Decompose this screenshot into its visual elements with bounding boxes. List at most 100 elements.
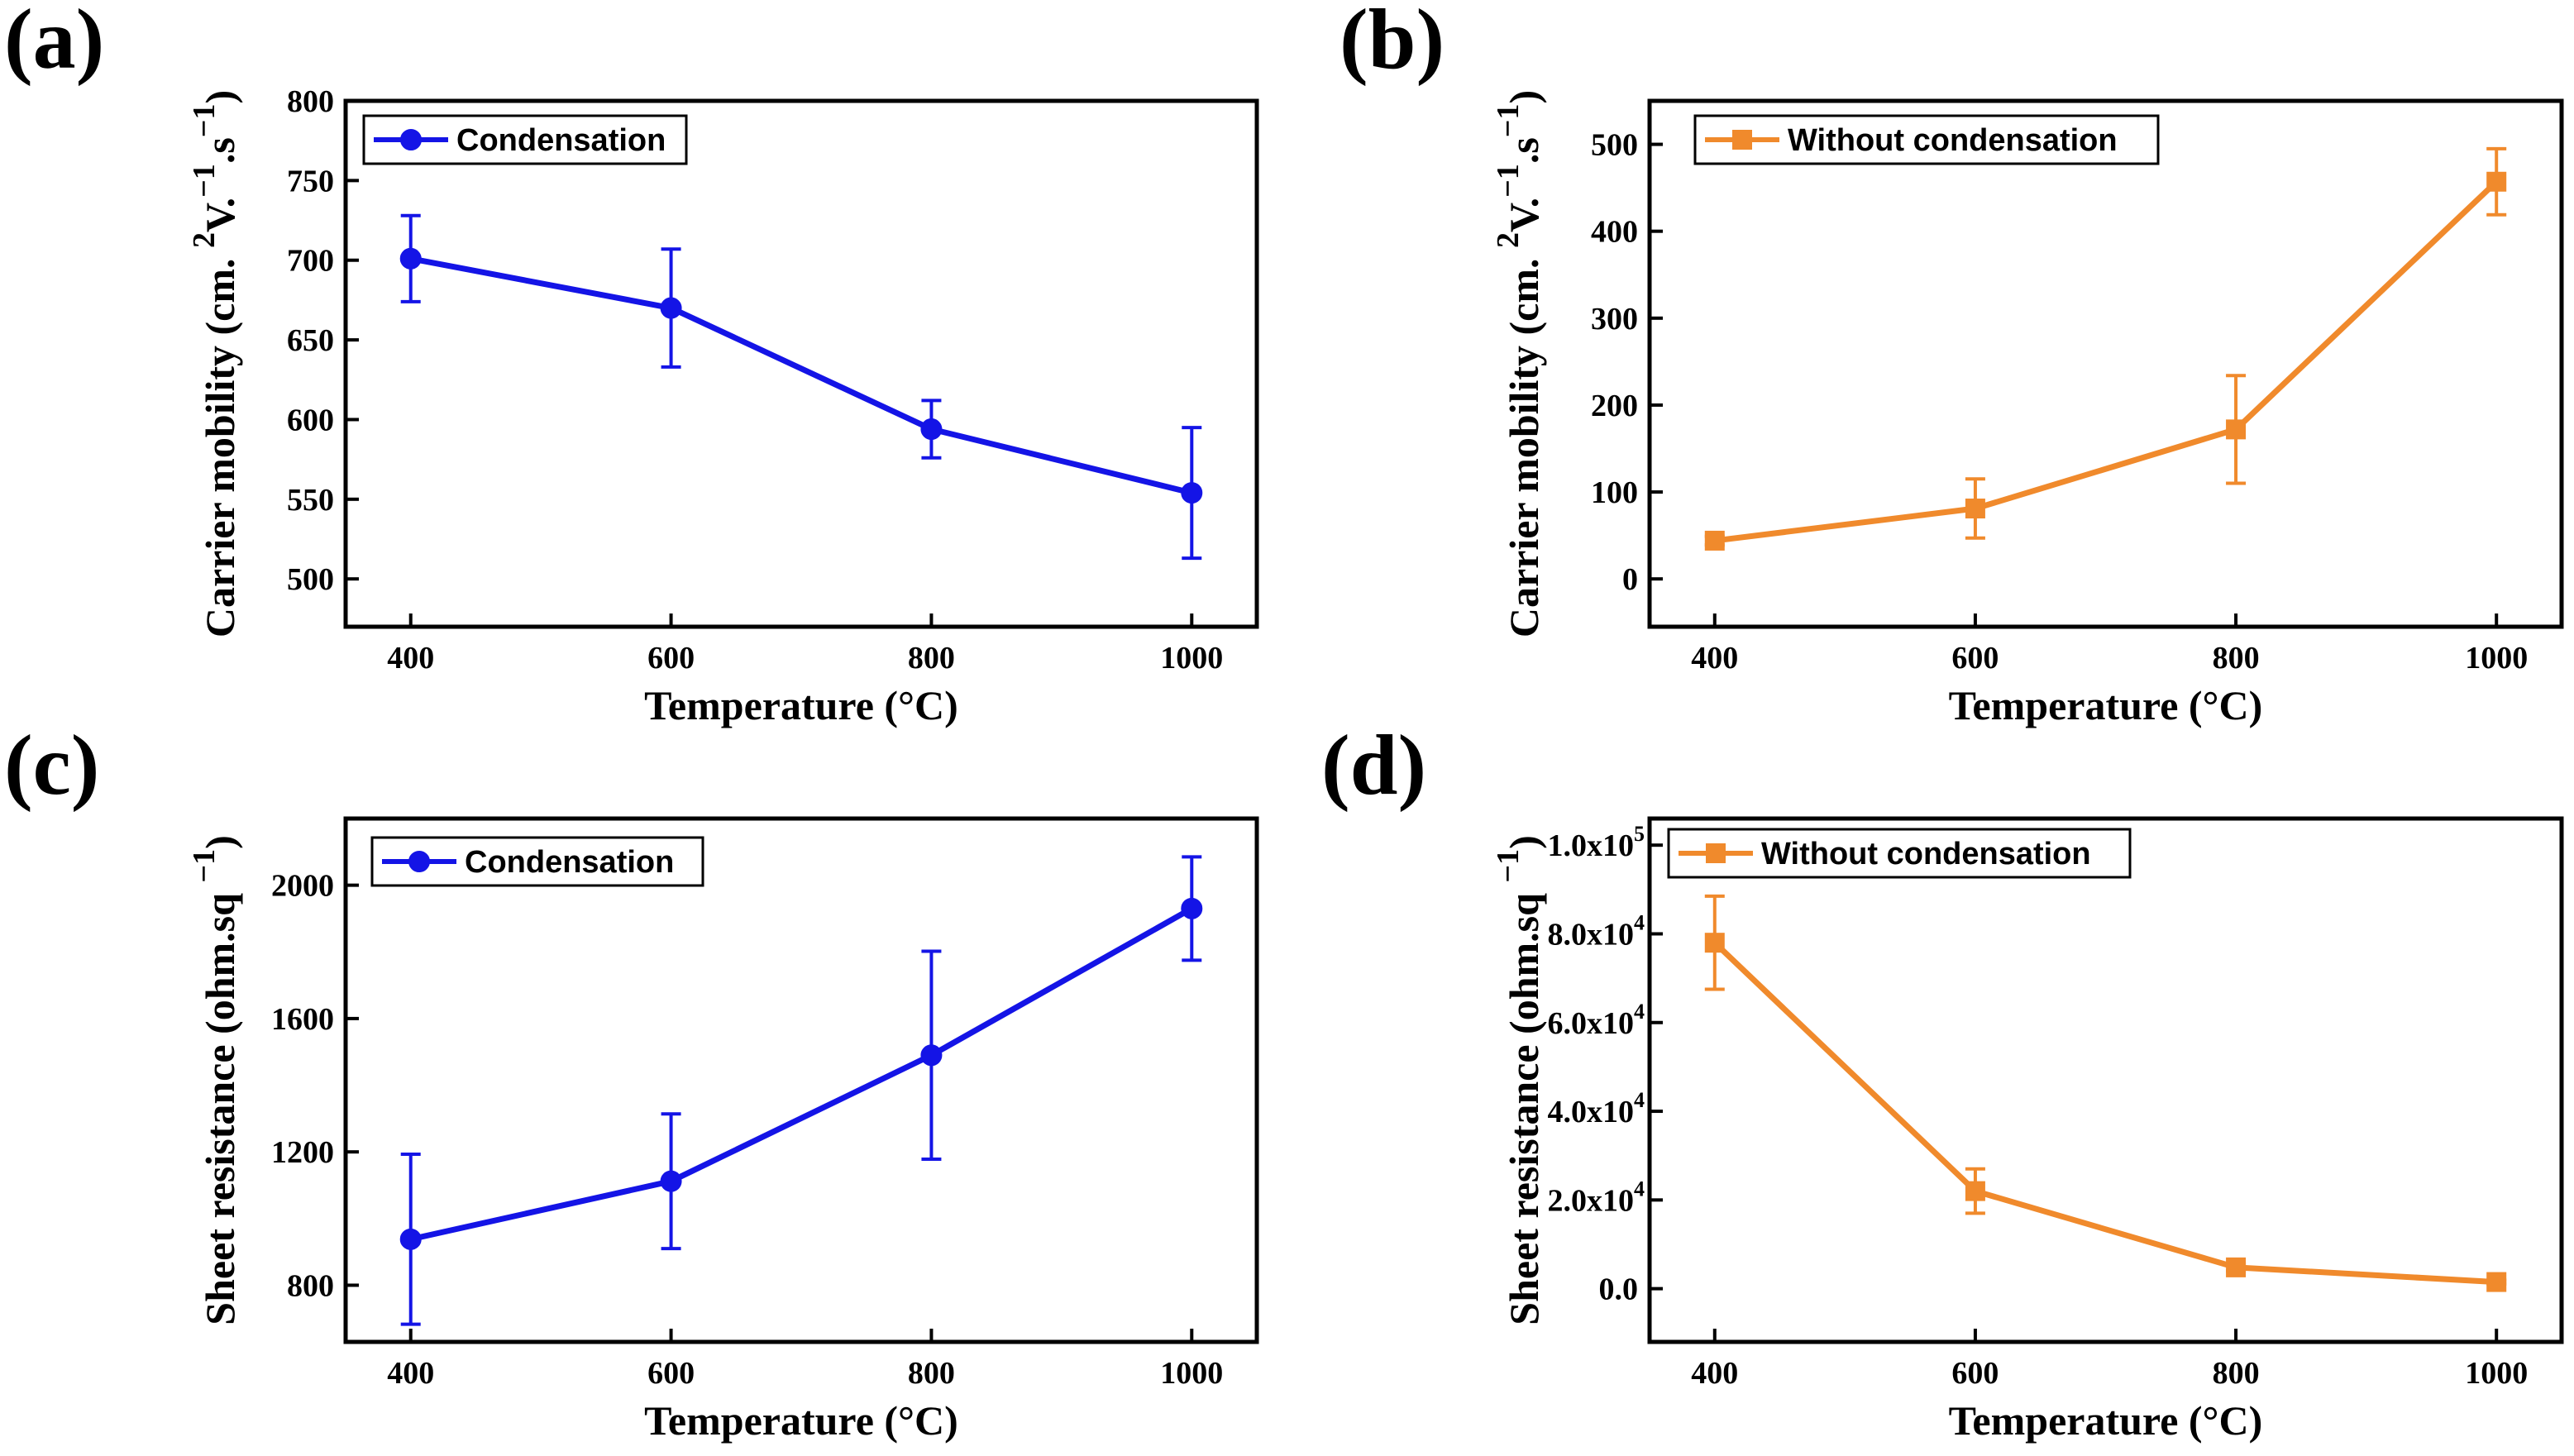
y-tick-label-base: 800 — [287, 84, 334, 119]
panel-c: (c) 400 600 800 1000 800 1200 1600 2000 Condens… — [4, 718, 1259, 1444]
y-axis-title-part: .s — [197, 137, 243, 164]
y-tick-label: 2.0x104 — [1548, 1177, 1645, 1218]
y-tick-label: 600 — [287, 403, 334, 437]
y-tick-label-base: 2000 — [271, 869, 334, 904]
legend-label-c: Condensation — [465, 845, 674, 880]
x-tick-label: 1000 — [2465, 641, 2528, 675]
y-tick-label-exponent: 4 — [1634, 910, 1645, 934]
legend-d: Without condensation — [1667, 828, 2132, 879]
plot-frame-d — [1647, 816, 2564, 1344]
y-tick-label: 100 — [1591, 475, 1638, 510]
ticks-d: 400 600 800 10000.02.0x1044.0x1046.0x1048.0… — [1548, 822, 2529, 1391]
x-tick-label: 400 — [387, 1356, 434, 1391]
plot-area-b — [1704, 146, 2507, 551]
y-tick-label-base: 750 — [287, 164, 334, 198]
x-tick-label: 600 — [1951, 641, 1999, 675]
y-tick-label-base: 6.0x10 — [1548, 1006, 1635, 1041]
plot-frame-c — [343, 816, 1259, 1344]
data-point — [399, 247, 422, 270]
y-axis-title-part: ) — [1501, 90, 1547, 104]
x-tick-label: 400 — [387, 641, 434, 675]
data-point — [2226, 419, 2247, 440]
series-line — [410, 255, 1193, 496]
y-axis-title-superscript: −1 — [187, 104, 222, 138]
y-tick-label-base: 650 — [287, 323, 334, 358]
data-point — [2226, 1257, 2247, 1277]
x-axis-title-b: Temperature (°C) — [1949, 682, 2263, 728]
plot-frame-b — [1647, 98, 2564, 629]
x-tick-label: 600 — [647, 1356, 695, 1391]
legend-marker-slot-d — [1706, 843, 1726, 863]
y-axis-title-superscript: −1 — [187, 164, 222, 198]
y-tick-label-base: 500 — [287, 562, 334, 597]
legend-a: Condensation — [362, 114, 688, 165]
panel-label-b: (b) — [1340, 0, 1445, 87]
y-axis-title-superscript: −1 — [1491, 849, 1526, 883]
y-tick-label-base: 0 — [1622, 562, 1638, 597]
y-axis-title-part: .s — [1501, 137, 1547, 164]
data-point — [2486, 1272, 2507, 1292]
y-tick-label: 800 — [287, 84, 334, 119]
y-tick-label: 500 — [1591, 128, 1638, 163]
data-point — [920, 1044, 943, 1067]
y-tick-label: 8.0x104 — [1548, 910, 1645, 952]
y-tick-label-exponent: 4 — [1634, 1088, 1645, 1112]
y-tick-label: 6.0x104 — [1548, 1000, 1645, 1041]
y-tick-label: 0 — [1622, 562, 1638, 597]
data-point — [1181, 897, 1203, 919]
y-tick-label-base: 550 — [287, 483, 334, 518]
ticks-c: 400 600 800 1000 800 1200 1600 2000 — [271, 869, 1223, 1391]
y-axis-title-superscript: 2 — [1491, 232, 1526, 248]
x-tick-label: 1000 — [1160, 1356, 1223, 1391]
y-tick-label-base: 200 — [1591, 389, 1638, 423]
x-axis-title-d: Temperature (°C) — [1949, 1397, 2263, 1444]
x-tick-label: 800 — [2213, 641, 2260, 675]
ticks-a: 400 600 800 1000 500 550 600 650 700 750 800 — [287, 84, 1223, 675]
panel-a: (a) 400 600 800 1000 500 550 600 650 700 750 800 C… — [4, 0, 1259, 728]
y-axis-title-superscript: −1 — [1491, 164, 1526, 198]
y-tick-label: 650 — [287, 323, 334, 358]
y-tick-label: 800 — [287, 1268, 334, 1303]
data-point — [399, 1228, 422, 1250]
y-tick-label: 0.0 — [1599, 1272, 1639, 1307]
y-tick-label: 200 — [1591, 389, 1638, 423]
data-point — [1704, 530, 1725, 551]
data-point — [1965, 499, 1985, 519]
legend-label-d: Without condensation — [1761, 837, 2091, 871]
y-tick-label-base: 500 — [1591, 128, 1638, 163]
y-tick-label: 550 — [287, 483, 334, 518]
y-axis-title-superscript: −1 — [1491, 104, 1526, 138]
data-point — [1965, 1181, 1985, 1201]
y-axis-title-main-b: Carrier mobility (cm. — [1501, 258, 1547, 637]
plot-area-a — [399, 213, 1203, 561]
plot-area-c — [399, 855, 1203, 1326]
legend-marker — [1732, 130, 1752, 150]
data-point — [1181, 482, 1203, 504]
y-axis-title-part: ) — [197, 835, 243, 849]
y-tick-label: 1200 — [271, 1135, 334, 1170]
y-axis-title-part: V. — [197, 198, 243, 232]
x-tick-label: 400 — [1691, 1356, 1738, 1391]
y-tick-label-base: 600 — [287, 403, 334, 437]
series-line — [1712, 940, 2497, 1286]
panel-label-d: (d) — [1321, 718, 1426, 813]
y-tick-label-base: 8.0x10 — [1548, 917, 1635, 952]
y-axis-title-main-a: Carrier mobility (cm. — [197, 258, 243, 637]
y-tick-label: 500 — [287, 562, 334, 597]
y-tick-label-base: 2.0x10 — [1548, 1183, 1635, 1218]
plot-frame-a — [343, 98, 1259, 629]
legend-marker — [1706, 843, 1726, 863]
y-tick-label: 4.0x104 — [1548, 1088, 1645, 1129]
legend-marker — [400, 129, 422, 150]
y-axis-title-d: Sheet resistance (ohm.sq −1) — [1491, 835, 1547, 1325]
y-tick-label-base: 1.0x10 — [1548, 828, 1635, 863]
data-point — [2486, 171, 2507, 192]
y-axis-title-part: ) — [1501, 835, 1547, 849]
y-tick-label: 700 — [287, 244, 334, 279]
x-tick-label: 600 — [647, 641, 695, 675]
x-tick-label: 800 — [2213, 1356, 2260, 1391]
x-tick-label: 1000 — [2465, 1356, 2528, 1391]
x-tick-label: 800 — [908, 1356, 955, 1391]
data-point — [1704, 933, 1725, 953]
